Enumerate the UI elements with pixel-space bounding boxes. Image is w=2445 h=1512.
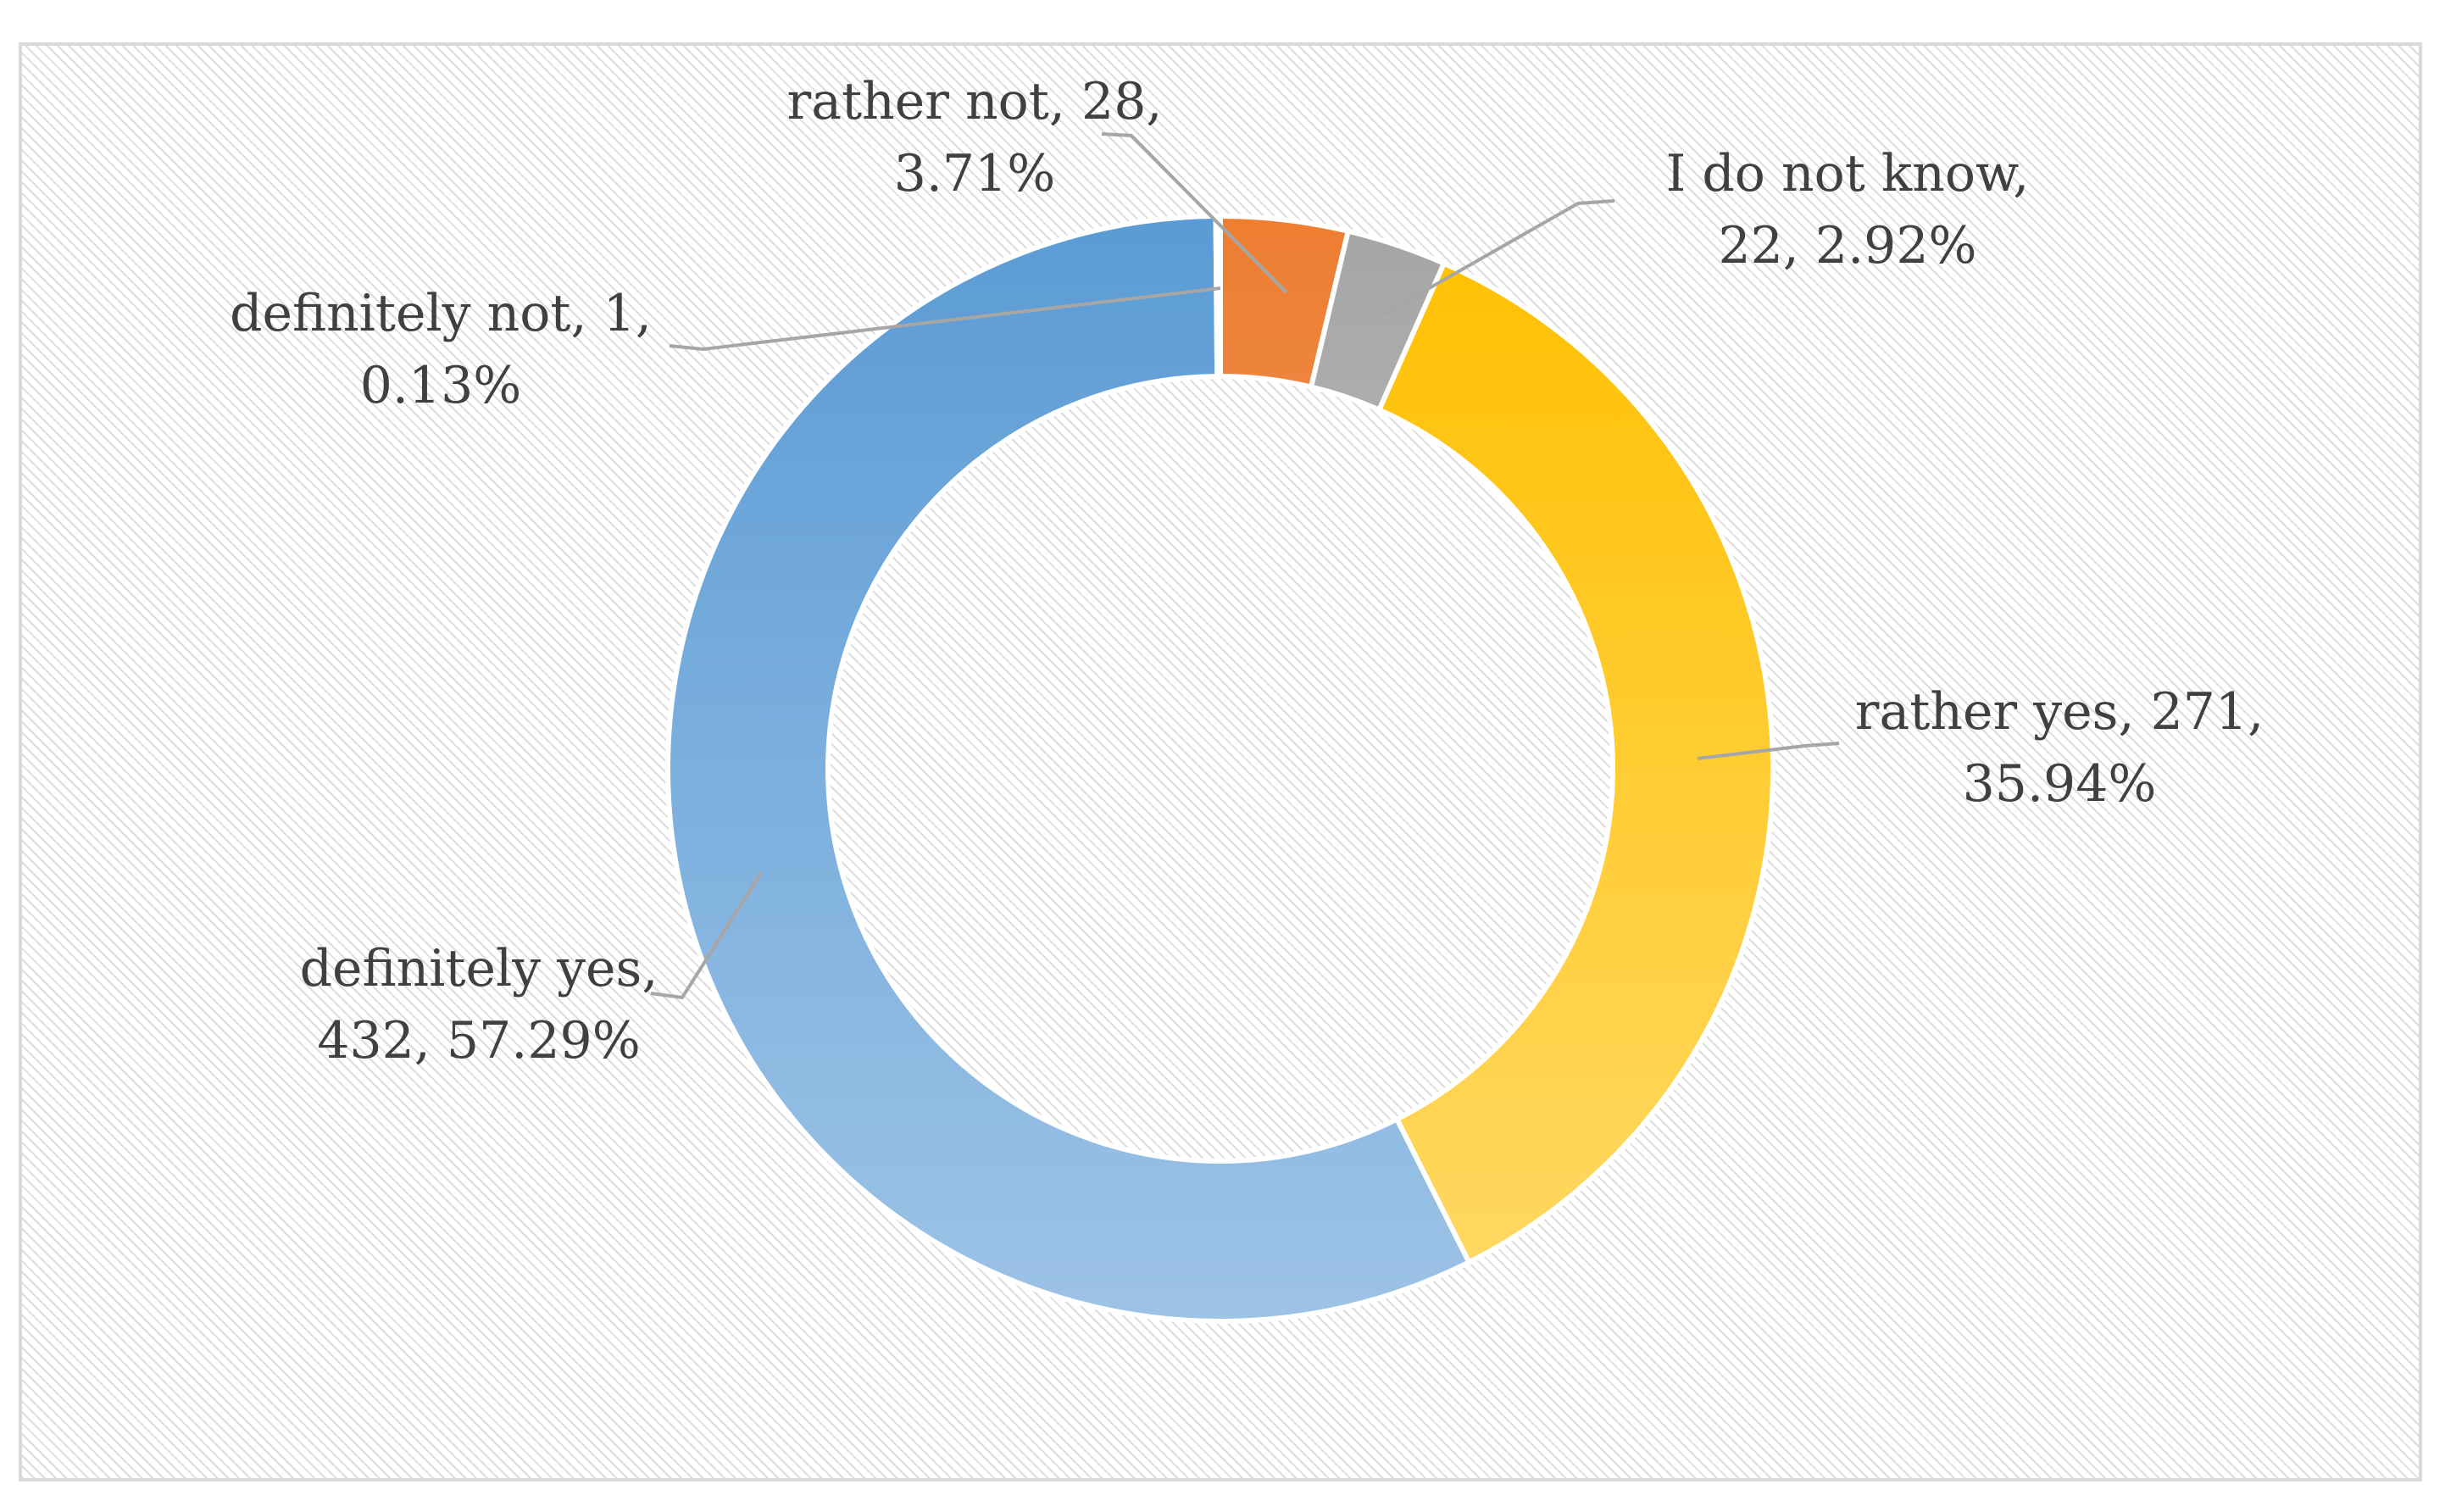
leader-line-definitely-yes [650, 871, 763, 1000]
data-label-line-1: I do not know, [1666, 144, 2030, 203]
data-label-rather-not: rather not, 28, 3.71% [787, 72, 1163, 203]
slices [665, 213, 1775, 1324]
leader-line-i-do-not-know [1376, 199, 1615, 320]
data-label-definitely-yes: definitely yes, 432, 57.29% [300, 939, 658, 1070]
data-label-line-2: 22, 2.92% [1718, 216, 1976, 275]
leader-line-rather-not [1101, 132, 1288, 294]
leader-line-rather-yes [1697, 742, 1840, 760]
data-label-i-do-not-know: I do not know, 22, 2.92% [1666, 144, 2030, 275]
slice-definitely-yes [665, 213, 1473, 1324]
data-label-line-2: 432, 57.29% [317, 1011, 640, 1070]
leader-lines [650, 132, 1840, 1000]
data-label-line-1: definitely not, 1, [230, 284, 652, 343]
data-label-line-1: definitely yes, [300, 939, 658, 998]
data-label-line-2: 35.94% [1963, 754, 2157, 814]
data-label-rather-yes: rather yes, 271, 35.94% [1855, 682, 2264, 814]
data-label-line-1: rather not, 28, [787, 72, 1163, 131]
data-label-line-2: 3.71% [894, 144, 1056, 203]
data-label-line-1: rather yes, 271, [1855, 682, 2264, 742]
data-label-line-2: 0.13% [360, 356, 522, 415]
slice-rather-yes [1375, 259, 1775, 1266]
leader-line-definitely-not [669, 286, 1221, 352]
data-labels: rather not, 28, 3.71% I do not know, 22, 2.… [230, 72, 2264, 1070]
slice-definitely-not [1213, 213, 1223, 380]
data-label-definitely-not: definitely not, 1, 0.13% [230, 284, 652, 415]
